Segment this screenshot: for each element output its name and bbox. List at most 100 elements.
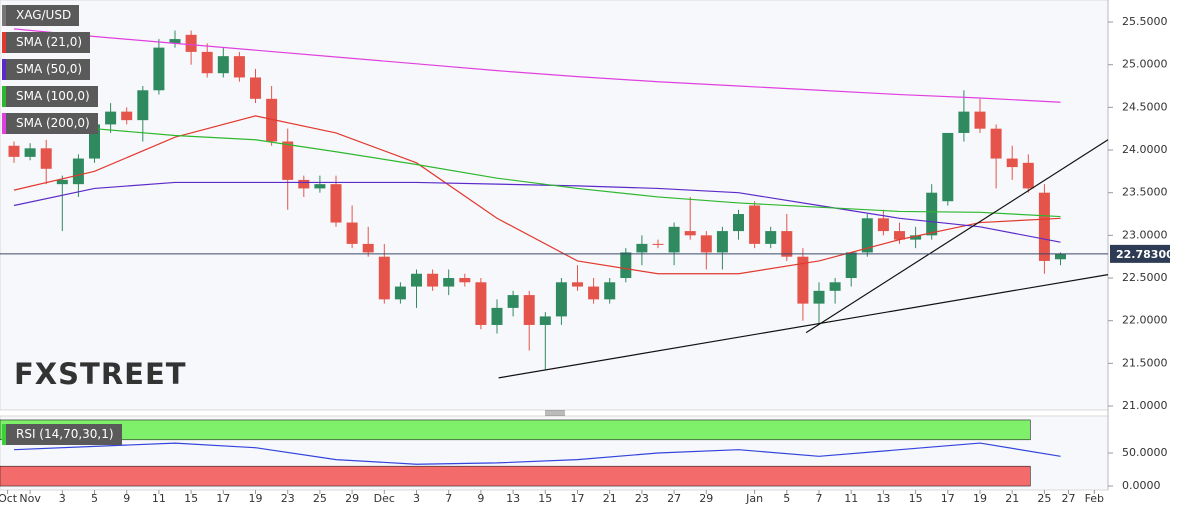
candle-body [942, 132, 954, 202]
candle-body [282, 141, 294, 180]
last-price-label: 22.78300 [1116, 248, 1174, 261]
y-tick-label: 25.5000 [1122, 15, 1168, 28]
candle-body [475, 282, 487, 325]
candle-body [781, 231, 793, 257]
line-series [13, 123, 1061, 218]
candle-body [314, 184, 326, 189]
candle-body [749, 205, 761, 244]
x-tick-label: 15 [184, 492, 198, 505]
candle-body [845, 252, 857, 279]
x-tick-label: 19 [249, 492, 263, 505]
candle-body [861, 218, 873, 253]
candle-body [298, 179, 310, 189]
candle-body [507, 295, 519, 308]
x-tick-label: 23 [635, 492, 649, 505]
candle-body [765, 231, 777, 244]
y-tick-label: 21.5000 [1122, 356, 1168, 369]
line-series [13, 28, 1061, 103]
line-series [13, 181, 1061, 243]
x-tick-label: Nov [19, 492, 41, 505]
x-tick-label: 5 [783, 492, 790, 505]
candle-body [72, 158, 84, 185]
y-tick-label: 23.5000 [1122, 186, 1168, 199]
candle-body [974, 111, 986, 129]
y-tick-label: 21.0000 [1122, 399, 1168, 412]
candle-body [137, 90, 149, 121]
x-tick-label: 17 [571, 492, 585, 505]
candle-body [56, 179, 68, 185]
rsi-band [0, 419, 1031, 441]
candle-body [40, 148, 52, 169]
candle-body [250, 77, 262, 99]
price-panel [0, 0, 1109, 411]
candle-body [700, 235, 712, 253]
candle-body [620, 252, 632, 279]
candle-body [330, 184, 342, 223]
candle-body [362, 243, 374, 253]
candle-body [169, 39, 181, 44]
line-series [13, 115, 1061, 275]
candle-body [1006, 158, 1018, 168]
candle-body [1022, 162, 1034, 189]
candle-body [491, 307, 503, 325]
x-tick-label: 13 [876, 492, 890, 505]
candle-body [378, 256, 390, 300]
candle-body [958, 111, 970, 133]
x-tick-label: 13 [506, 492, 520, 505]
candle-body [894, 231, 906, 240]
candle-body [926, 192, 938, 236]
legend-entry: RSI (14,70,30,1) [2, 424, 122, 445]
candle-body [394, 286, 406, 300]
y-tick-label: 22.0000 [1122, 314, 1168, 327]
candle-body [121, 111, 133, 121]
legend-entry: SMA (50,0) [2, 59, 91, 80]
y-tick-label: 50.0000 [1122, 446, 1168, 459]
x-tick-label: 5 [91, 492, 98, 505]
candle-body [588, 286, 600, 300]
panel-handle[interactable] [545, 410, 565, 416]
x-tick-label: 15 [909, 492, 923, 505]
rsi-band [0, 465, 1031, 487]
candle-body [733, 214, 745, 232]
candle-body [829, 282, 841, 291]
x-tick-label: 19 [973, 492, 987, 505]
candle-body [523, 295, 535, 325]
candle-body [443, 278, 455, 287]
x-tick-label: 23 [281, 492, 295, 505]
candle-body [797, 256, 809, 304]
candle-body [539, 316, 551, 325]
line-series [13, 442, 1061, 465]
candle-body [684, 231, 696, 236]
candle-body [1055, 253, 1067, 260]
watermark: FXSTREET [14, 357, 187, 391]
candle-body [716, 231, 728, 253]
candle-body [604, 282, 616, 300]
x-tick-label: 11 [152, 492, 166, 505]
line-series [805, 139, 1109, 334]
candle-body [990, 128, 1002, 159]
candle-body [153, 47, 165, 91]
candle-body [105, 111, 117, 125]
candle-body [24, 148, 36, 157]
candle-body [877, 218, 889, 232]
legend-entry: SMA (200,0) [2, 113, 98, 134]
candle-body [636, 243, 648, 253]
x-tick-label: 29 [699, 492, 713, 505]
x-tick-label: 21 [603, 492, 617, 505]
x-tick-label: 21 [1005, 492, 1019, 505]
candle-body [427, 273, 439, 287]
x-tick-label: 17 [941, 492, 955, 505]
x-tick-label: 25 [1037, 492, 1051, 505]
candle-body [411, 273, 423, 287]
candle-body [813, 290, 825, 304]
candle-body [8, 145, 20, 157]
candle-body [910, 235, 922, 240]
candle-body [1038, 192, 1050, 261]
x-tick-label: 15 [538, 492, 552, 505]
candle-body [217, 56, 229, 74]
x-tick-label: 17 [216, 492, 230, 505]
candle-body [201, 51, 213, 74]
legend-entry: SMA (100,0) [2, 86, 98, 107]
